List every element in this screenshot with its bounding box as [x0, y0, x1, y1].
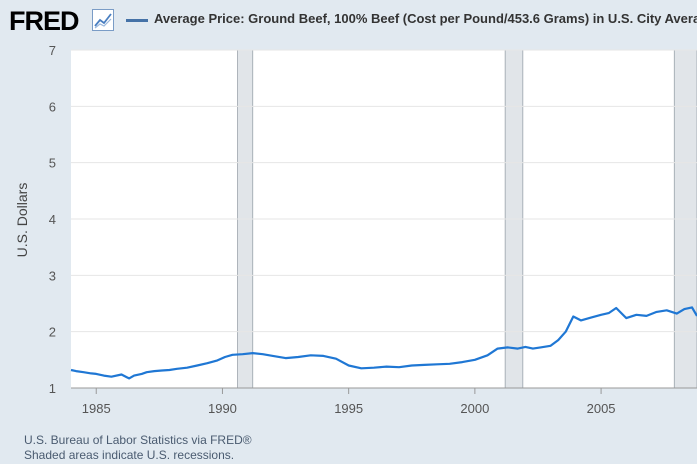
x-tick-label-2000: 2000 [460, 401, 489, 416]
x-tick-label-1985: 1985 [82, 401, 111, 416]
x-tick-label-1990: 1990 [208, 401, 237, 416]
source-note: U.S. Bureau of Labor Statistics via FRED… [24, 433, 252, 447]
y-tick-label-5: 5 [49, 156, 56, 171]
recession-note: Shaded areas indicate U.S. recessions. [24, 448, 235, 462]
y-tick-label-4: 4 [49, 212, 56, 227]
line-chart: U.S. Dollars 1 2 3 4 5 6 7 1985 1990 1995 2000 200… [14, 43, 697, 416]
x-tick-label-2005: 2005 [587, 401, 616, 416]
series-layer [70, 306, 697, 380]
legend-swatch [126, 19, 148, 22]
y-axis-label: U.S. Dollars [14, 183, 30, 258]
y-tick-label-1: 1 [49, 381, 56, 396]
y-tick-label-7: 7 [49, 43, 56, 58]
legend-label: Average Price: Ground Beef, 100% Beef (C… [154, 11, 697, 26]
y-tick-label-3: 3 [49, 268, 56, 283]
y-tick-label-6: 6 [49, 99, 56, 114]
x-tick-label-1995: 1995 [334, 401, 363, 416]
fred-chart-icon [92, 9, 114, 31]
x-tick-labels: 1985 1990 1995 2000 2005 [71, 387, 697, 416]
chart-header: FRED Average Price: Ground Beef, 100% Be… [0, 0, 697, 40]
y-tick-labels: 1 2 3 4 5 6 7 [49, 43, 56, 396]
series-line-0 [70, 306, 697, 380]
fred-logo[interactable]: FRED [9, 6, 79, 36]
y-tick-label-2: 2 [49, 325, 56, 340]
